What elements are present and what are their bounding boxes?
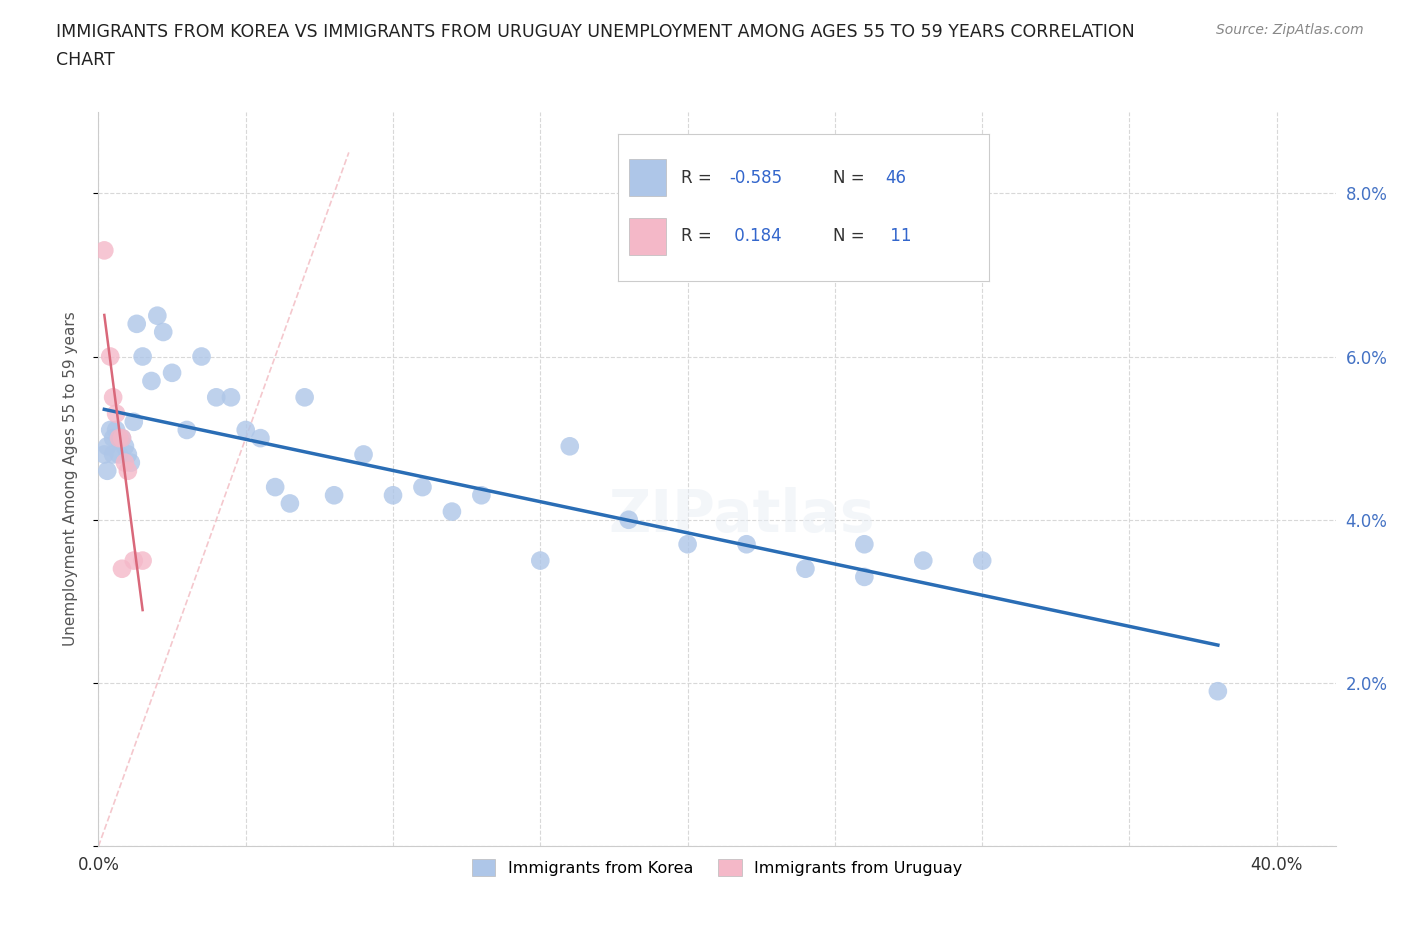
- Legend: Immigrants from Korea, Immigrants from Uruguay: Immigrants from Korea, Immigrants from U…: [465, 853, 969, 883]
- Point: [249, 431, 271, 445]
- Text: ZIPatlas: ZIPatlas: [609, 487, 875, 544]
- Point: [101, 431, 124, 445]
- Point: [120, 455, 142, 470]
- Point: [235, 422, 257, 437]
- Point: [96, 439, 118, 454]
- Point: [108, 447, 131, 462]
- Point: [853, 569, 876, 584]
- Point: [93, 447, 115, 462]
- Point: [440, 504, 463, 519]
- Point: [141, 374, 163, 389]
- Point: [96, 463, 118, 478]
- Point: [131, 349, 153, 364]
- Point: [114, 455, 136, 470]
- Point: [111, 562, 134, 577]
- Point: [219, 390, 242, 405]
- Point: [152, 325, 174, 339]
- Point: [323, 488, 346, 503]
- Point: [108, 431, 131, 445]
- Point: [735, 537, 758, 551]
- Point: [264, 480, 287, 495]
- Point: [160, 365, 183, 380]
- Point: [114, 439, 136, 454]
- Point: [122, 415, 145, 430]
- Point: [529, 553, 551, 568]
- Point: [205, 390, 228, 405]
- Text: CHART: CHART: [56, 51, 115, 69]
- Point: [176, 422, 198, 437]
- Point: [125, 316, 148, 331]
- Point: [794, 562, 817, 577]
- Point: [190, 349, 212, 364]
- Point: [111, 431, 134, 445]
- Point: [353, 447, 375, 462]
- Point: [93, 243, 115, 258]
- Point: [117, 463, 139, 478]
- Text: Source: ZipAtlas.com: Source: ZipAtlas.com: [1216, 23, 1364, 37]
- Point: [382, 488, 405, 503]
- Point: [294, 390, 316, 405]
- Point: [101, 447, 124, 462]
- Point: [122, 553, 145, 568]
- Point: [98, 422, 121, 437]
- Point: [470, 488, 492, 503]
- Y-axis label: Unemployment Among Ages 55 to 59 years: Unemployment Among Ages 55 to 59 years: [63, 312, 77, 646]
- Point: [108, 431, 131, 445]
- Point: [558, 439, 581, 454]
- Point: [972, 553, 994, 568]
- Point: [853, 537, 876, 551]
- Point: [912, 553, 935, 568]
- Point: [111, 431, 134, 445]
- Text: IMMIGRANTS FROM KOREA VS IMMIGRANTS FROM URUGUAY UNEMPLOYMENT AMONG AGES 55 TO 5: IMMIGRANTS FROM KOREA VS IMMIGRANTS FROM…: [56, 23, 1135, 41]
- Point: [98, 349, 121, 364]
- Point: [105, 406, 128, 421]
- Point: [117, 447, 139, 462]
- Point: [411, 480, 433, 495]
- Point: [1206, 684, 1229, 698]
- Point: [676, 537, 699, 551]
- Point: [146, 308, 169, 323]
- Point: [105, 422, 128, 437]
- Point: [131, 553, 153, 568]
- Point: [278, 496, 301, 511]
- Point: [101, 390, 124, 405]
- Point: [617, 512, 640, 527]
